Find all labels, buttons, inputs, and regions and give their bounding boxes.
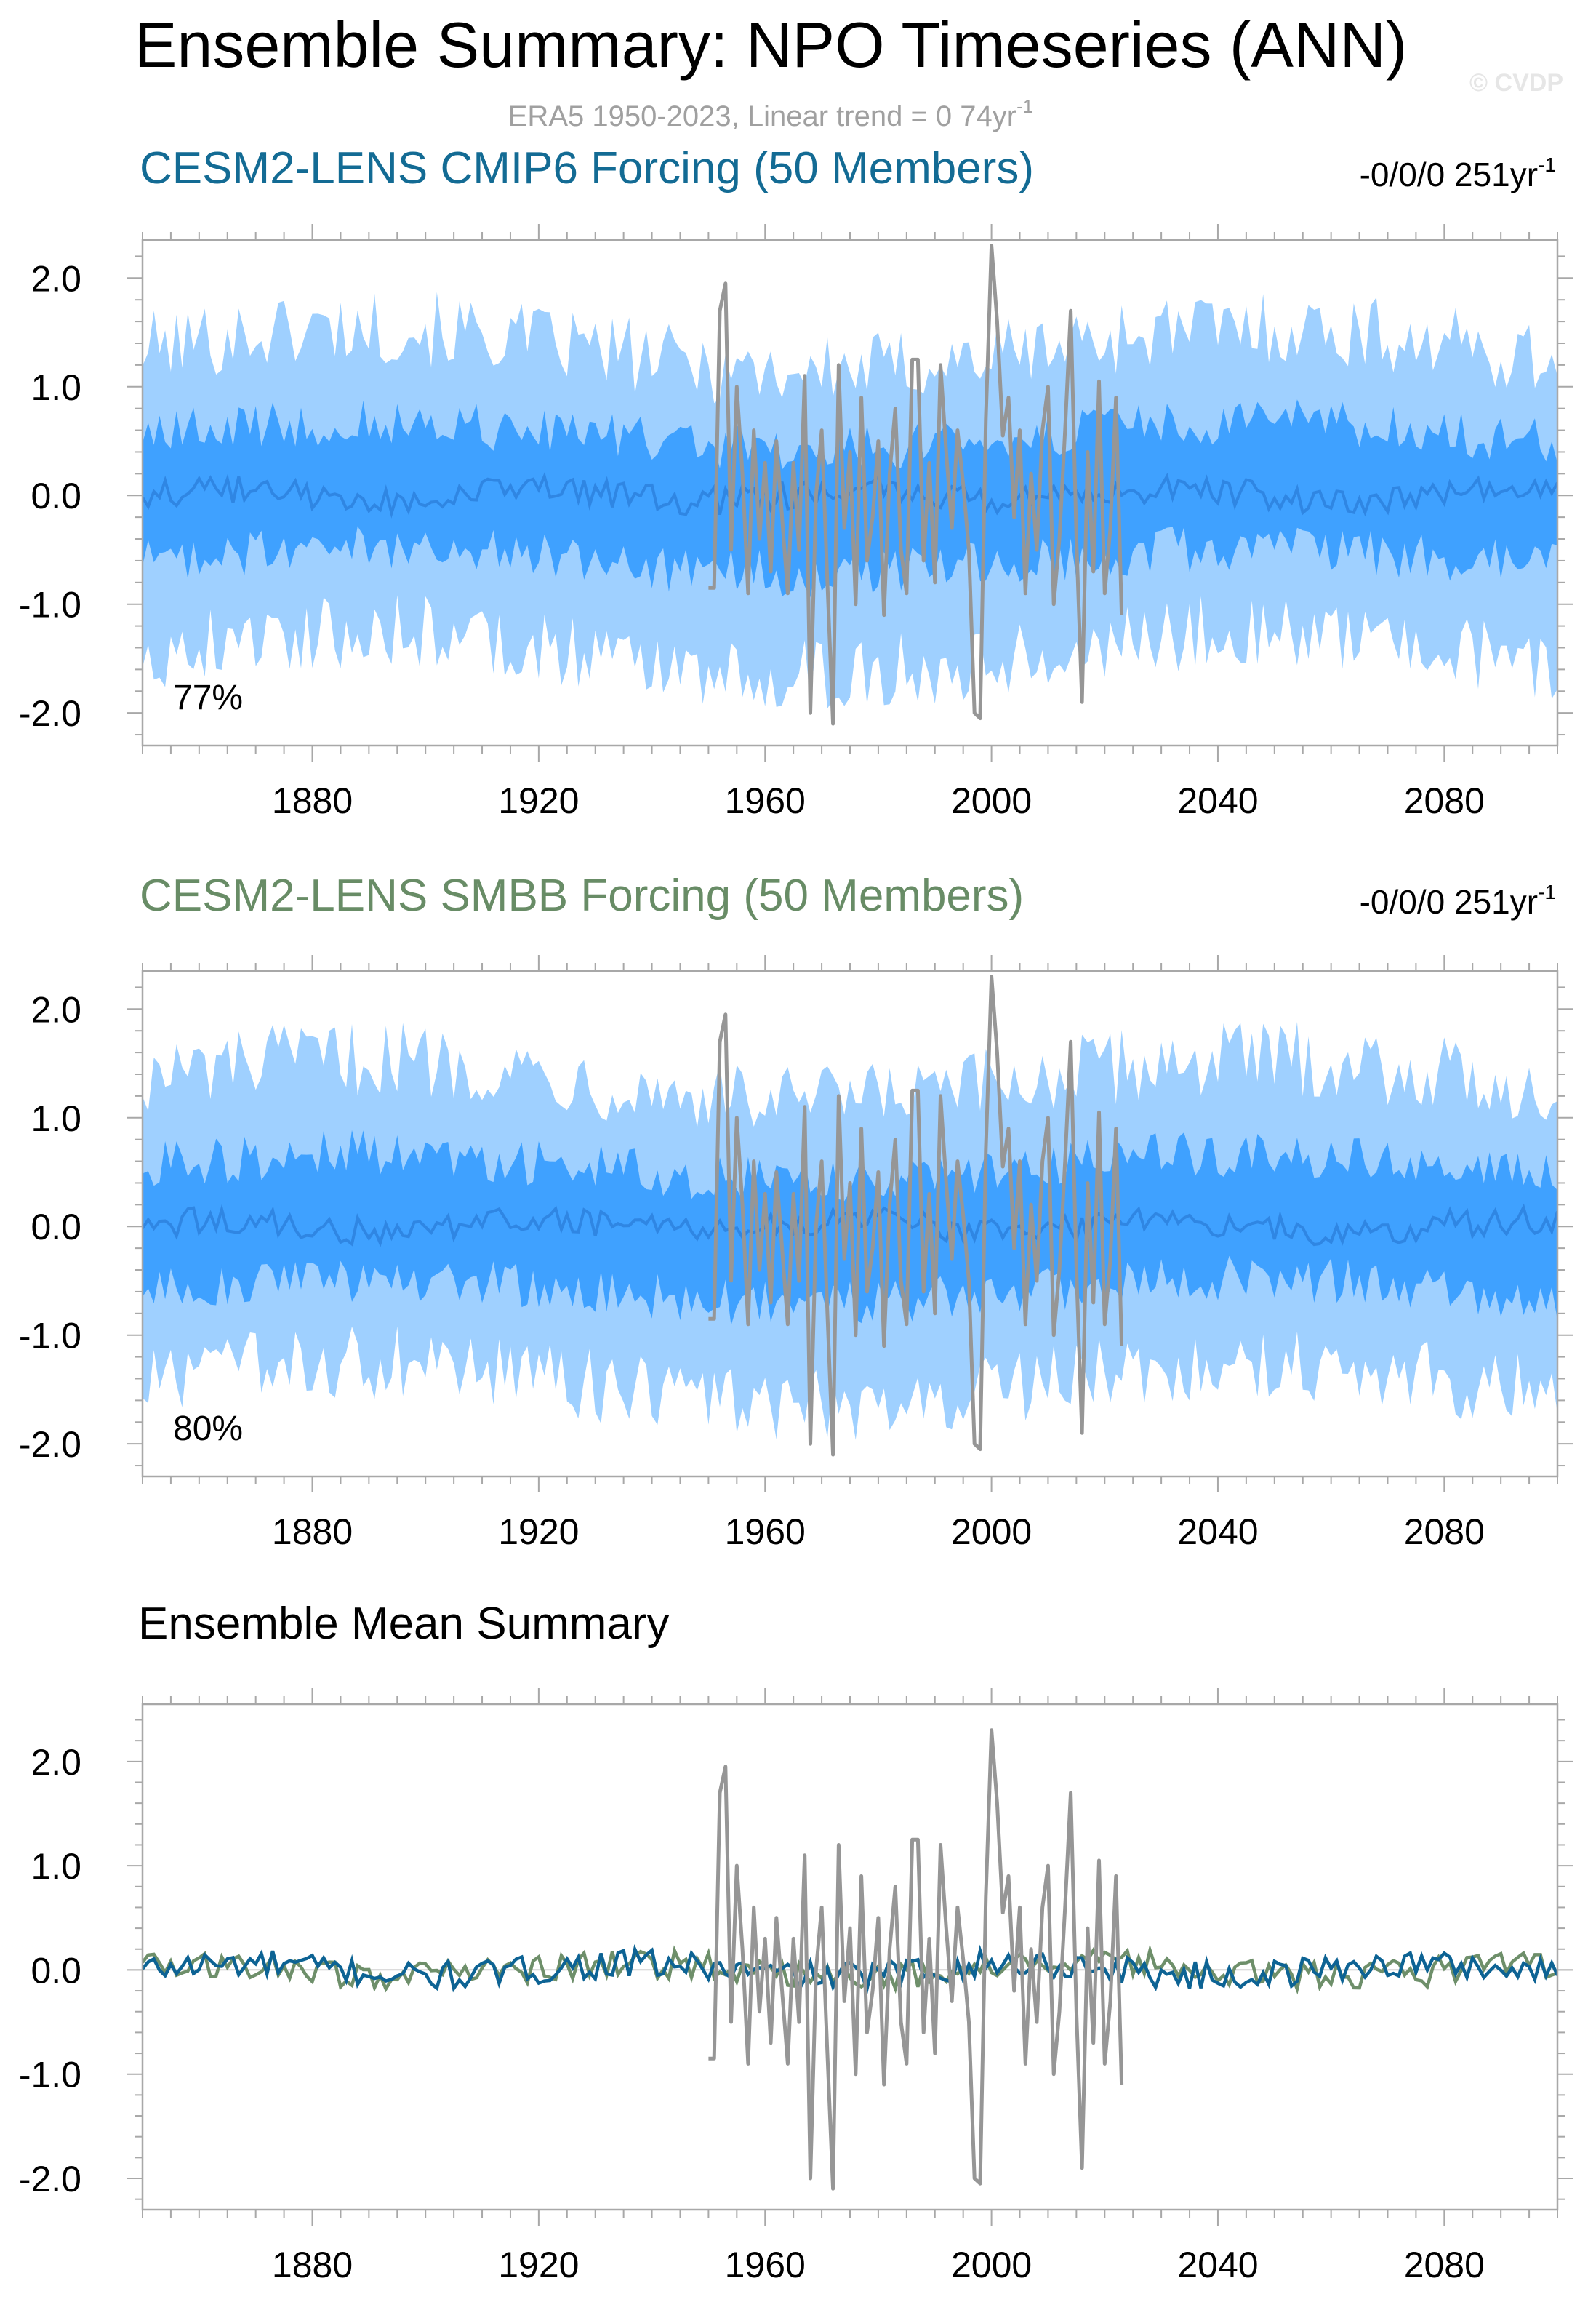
- y-tick-label: -2.0: [19, 1424, 81, 1465]
- x-tick-label: 2000: [951, 780, 1032, 821]
- x-tick-label: 2040: [1177, 1511, 1258, 1552]
- x-tick-label: 2080: [1404, 2245, 1485, 2285]
- figure-subtitle: ERA5 1950-2023, Linear trend = 0 74yr-1: [508, 95, 1033, 132]
- figure-watermark: © CVDP: [1469, 69, 1563, 97]
- x-tick-label: 1960: [725, 1511, 806, 1552]
- plot-area-cmip6: 1880 1920 1960 2000 2040 2080 2.0 1.0 0.0 -1.0 -2.…: [19, 224, 1573, 821]
- x-tick-label: 2040: [1177, 2245, 1258, 2285]
- x-tick-label: 2040: [1177, 780, 1258, 821]
- figure-title: Ensemble Summary: NPO Timeseries (ANN): [135, 9, 1408, 81]
- panel-title-smbb: CESM2-LENS SMBB Forcing (50 Members): [140, 871, 1024, 921]
- x-tick-label: 1960: [725, 780, 806, 821]
- percent-label: 77%: [173, 679, 243, 717]
- panel-ensemble-mean-summary: Ensemble Mean Summary 1880 1920 1960 2000 20…: [19, 1599, 1573, 2285]
- y-tick-label: 1.0: [31, 1846, 81, 1887]
- x-tick-label: 1920: [498, 1511, 579, 1552]
- x-tick-label: 1880: [272, 2245, 353, 2285]
- x-tick-label: 1920: [498, 2245, 579, 2285]
- y-tick-label: 2.0: [31, 258, 81, 299]
- x-tick-label: 2000: [951, 1511, 1032, 1552]
- y-tick-label: 0.0: [31, 1207, 81, 1247]
- y-tick-label: 0.0: [31, 476, 81, 516]
- y-tick-label: -2.0: [19, 693, 81, 734]
- panel-cmip6: CESM2-LENS CMIP6 Forcing (50 Members) -0…: [19, 143, 1573, 821]
- x-tick-label: 2080: [1404, 780, 1485, 821]
- trend-superscript-cmip6: -1: [1538, 153, 1556, 176]
- trend-text-smbb: -0/0/0 251yr: [1360, 883, 1538, 921]
- trend-label-cmip6: -0/0/0 251yr-1: [1360, 153, 1556, 193]
- y-tick-label: 2.0: [31, 989, 81, 1030]
- y-tick-label: 2.0: [31, 1742, 81, 1783]
- x-tick-label: 1960: [725, 2245, 806, 2285]
- y-tick-label: -2.0: [19, 2159, 81, 2199]
- y-tick-label: -1.0: [19, 2055, 81, 2095]
- y-tick-label: -1.0: [19, 1316, 81, 1356]
- subtitle-superscript: -1: [1016, 95, 1033, 117]
- smbb-ensemble-mean-line: [143, 1944, 1557, 1995]
- y-tick-label: 1.0: [31, 1098, 81, 1139]
- trend-superscript-smbb: -1: [1538, 881, 1556, 903]
- y-tick-label: -1.0: [19, 585, 81, 626]
- era5-observation-line: [708, 1728, 1124, 2191]
- x-tick-label: 1920: [498, 780, 579, 821]
- x-tick-label: 1880: [272, 780, 353, 821]
- plot-area-smbb: 1880 1920 1960 2000 2040 2080 2.0 1.0 0.0 -1.0 -2.…: [19, 955, 1573, 1552]
- trend-text-cmip6: -0/0/0 251yr: [1360, 156, 1538, 193]
- panel-title-cmip6: CESM2-LENS CMIP6 Forcing (50 Members): [140, 143, 1034, 193]
- plot-area-summary: 1880 1920 1960 2000 2040 2080 2.0 1.0 0.0 -1.0 -2.…: [19, 1688, 1573, 2285]
- percent-label: 80%: [173, 1410, 243, 1448]
- y-tick-label: 1.0: [31, 367, 81, 408]
- subtitle-text: ERA5 1950-2023, Linear trend = 0 74yr: [508, 100, 1016, 132]
- era5-observation-line: [708, 975, 1124, 1457]
- x-tick-label: 2000: [951, 2245, 1032, 2285]
- era5-observation-line: [708, 244, 1124, 726]
- panel-smbb: CESM2-LENS SMBB Forcing (50 Members) -0/…: [19, 871, 1573, 1552]
- panel-title-summary: Ensemble Mean Summary: [138, 1599, 670, 1649]
- x-tick-label: 2080: [1404, 1511, 1485, 1552]
- trend-label-smbb: -0/0/0 251yr-1: [1360, 881, 1556, 921]
- x-tick-label: 1880: [272, 1511, 353, 1552]
- y-tick-label: 0.0: [31, 1950, 81, 1991]
